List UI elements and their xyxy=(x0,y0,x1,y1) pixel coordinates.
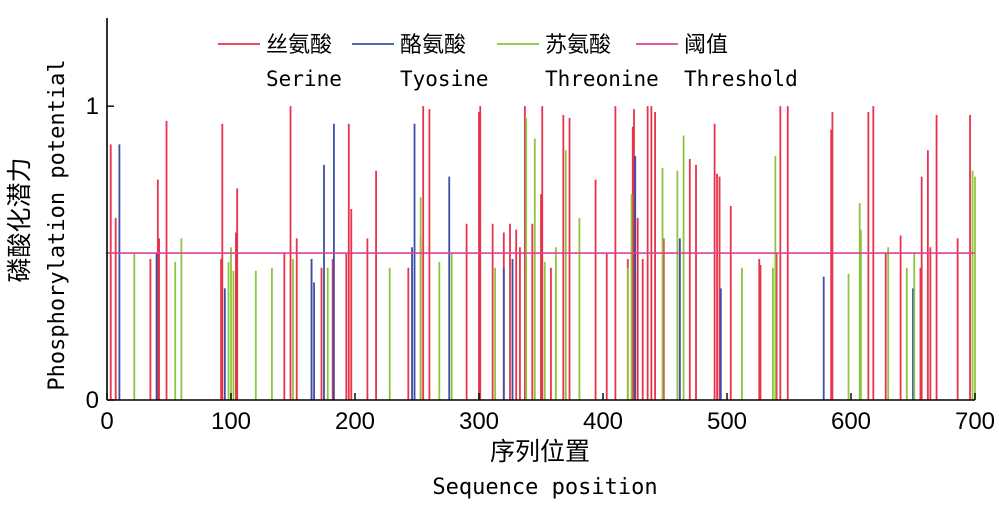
legend-label-en-tyosine: Tyosine xyxy=(400,67,489,91)
axes xyxy=(106,18,976,401)
x-tick-label: 300 xyxy=(459,408,499,435)
x-tick-label: 400 xyxy=(583,408,623,435)
x-axis-title-zh: 序列位置 xyxy=(490,437,590,466)
legend-label-en-threonine: Threonine xyxy=(545,67,659,91)
x-tick-label: 700 xyxy=(955,408,995,435)
legend-label-threshold: 阈值 xyxy=(684,33,728,58)
legend-label-threonine: 苏氨酸 xyxy=(545,33,611,58)
x-tick-label: 200 xyxy=(335,408,375,435)
y-tick-label: 1 xyxy=(86,93,99,120)
legend-label-tyosine: 酪氨酸 xyxy=(400,33,466,58)
x-axis-title-en: Sequence position xyxy=(432,475,657,500)
legend-label-en-threshold: Threshold xyxy=(684,67,798,91)
x-tick-label: 100 xyxy=(211,408,251,435)
y-axis-title-zh: 磷酸化潜力 xyxy=(5,157,34,282)
bars-layer xyxy=(109,106,976,400)
x-tick-label: 500 xyxy=(707,408,747,435)
legend-label-serine: 丝氨酸 xyxy=(266,33,332,58)
y-axis-title-en: Phosphorylation potential xyxy=(45,59,70,390)
y-tick-label: 0 xyxy=(86,387,99,414)
legend-label-en-serine: Serine xyxy=(266,67,342,91)
tick-labels: 0 100 200 300 400 500 600 700 0 1 xyxy=(86,93,995,435)
legend: 丝氨酸 Serine 酪氨酸 Tyosine 苏氨酸 Threonine 阈值 Thresho… xyxy=(218,33,798,91)
x-tick-label: 0 xyxy=(100,408,113,435)
x-tick-label: 600 xyxy=(831,408,871,435)
